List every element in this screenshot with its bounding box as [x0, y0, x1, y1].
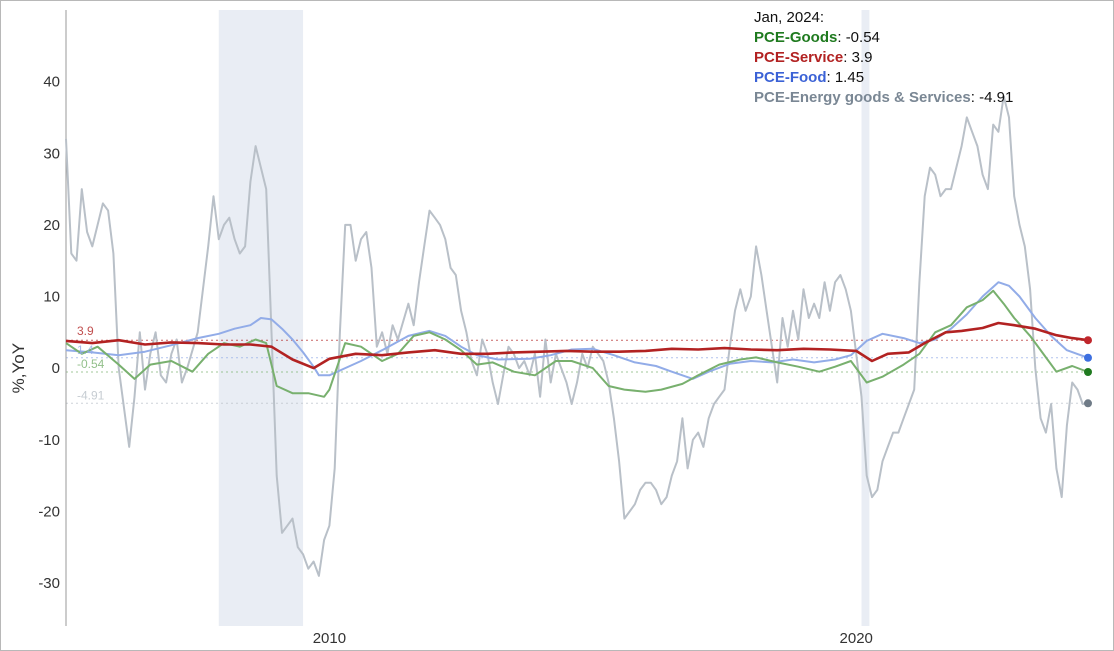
legend-name: PCE-Service [754, 49, 844, 66]
x-tick-label: 2020 [840, 630, 873, 647]
end-label-energy: -4.91 [77, 388, 105, 402]
y-tick-label: 10 [43, 289, 60, 306]
legend-item-service: PCE-Service: 3.9 [754, 49, 873, 66]
end-label-food: 1.4 [77, 343, 94, 357]
legend: Jan, 2024: PCE-Goods: -0.54 PCE-Service:… [754, 8, 1013, 108]
end-dot-goods [1084, 368, 1092, 377]
legend-heading: Jan, 2024: [754, 9, 825, 26]
y-tick-label: -20 [38, 503, 60, 520]
end-dots [1084, 336, 1092, 408]
legend-item-goods: PCE-Goods: -0.54 [754, 29, 880, 46]
series-line-service [65, 321, 1089, 370]
series-line-energy [65, 95, 1089, 577]
end-dot-service [1084, 336, 1092, 345]
y-tick-label: 30 [43, 145, 60, 162]
end-label-goods: -0.54 [77, 357, 105, 371]
y-tick-label: 0 [52, 360, 60, 377]
legend-name: PCE-Energy goods & Services [754, 89, 971, 106]
legend-item-energy: PCE-Energy goods & Services: -4.91 [754, 89, 1014, 106]
y-axis-label: %,YoY [9, 343, 28, 393]
series-lines [65, 95, 1089, 577]
legend-name: PCE-Goods [754, 29, 838, 46]
x-axis-ticks: 2010 2020 [313, 630, 873, 647]
x-tick-label: 2010 [313, 630, 346, 647]
legend-value: -4.91 [979, 89, 1014, 106]
end-dot-food [1084, 353, 1092, 362]
end-dot-energy [1084, 399, 1092, 408]
legend-value: 1.45 [834, 69, 865, 86]
recession-band [861, 10, 870, 626]
end-label-service: 3.9 [77, 324, 94, 338]
legend-value: -0.54 [845, 29, 880, 46]
legend-item-food: PCE-Food: 1.45 [754, 69, 865, 86]
y-tick-label: 40 [43, 74, 60, 91]
y-axis-ticks: -30 -20 -10 0 10 20 30 40 [38, 74, 60, 592]
y-tick-label: 20 [43, 217, 60, 234]
end-value-labels: 3.9 1.4-0.54 -4.91 [77, 324, 105, 402]
y-tick-label: -10 [38, 432, 60, 449]
legend-value: 3.9 [851, 49, 873, 66]
legend-name: PCE-Food [754, 69, 827, 86]
latest-value-reference-lines [66, 339, 1088, 404]
y-tick-label: -30 [38, 575, 60, 592]
